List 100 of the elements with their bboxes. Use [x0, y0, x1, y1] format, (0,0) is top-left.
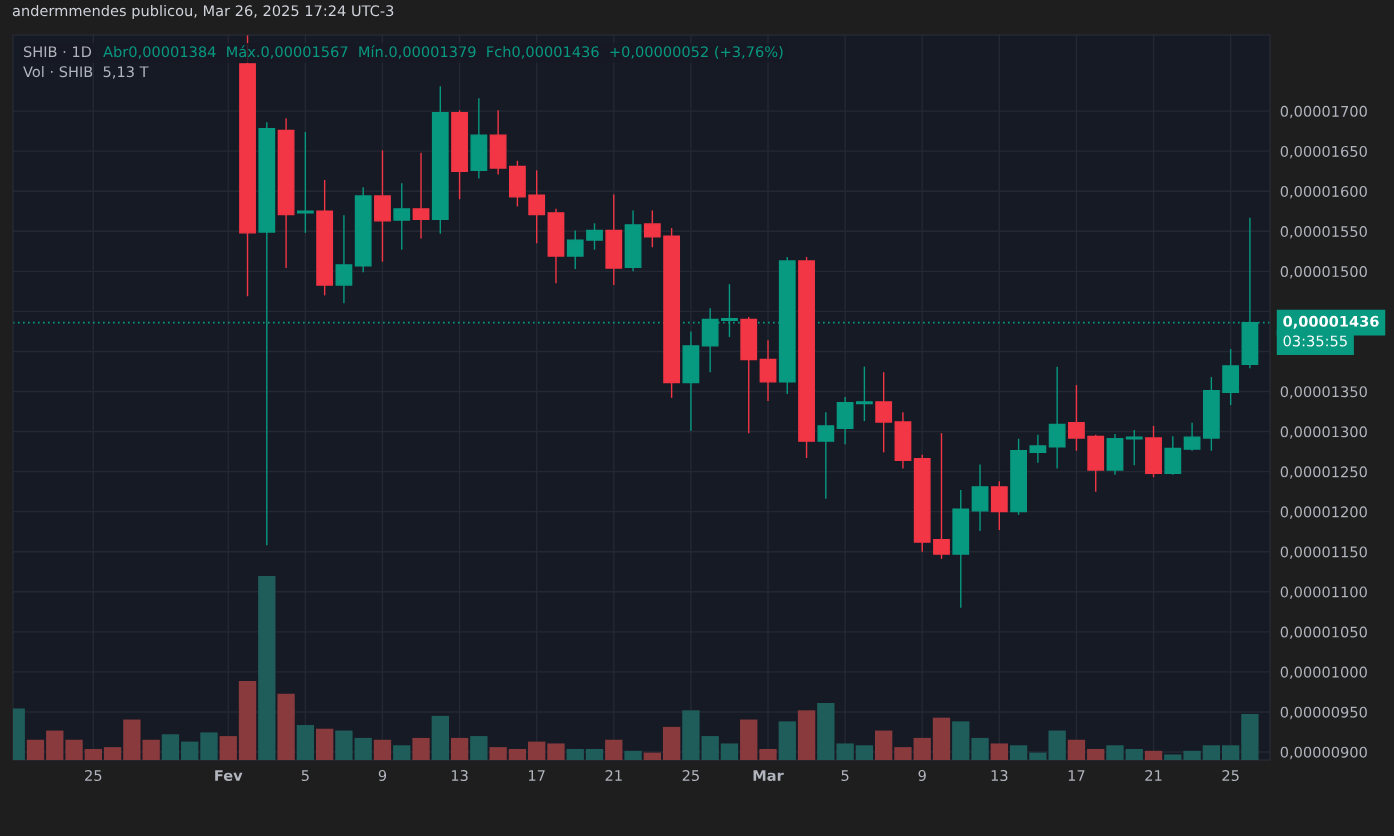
x-tick-label: 21	[605, 769, 622, 781]
x-tick-label: 17	[529, 770, 545, 781]
bar	[1125, 748, 1143, 760]
x-tick-label: 25	[1222, 769, 1239, 782]
bar	[46, 730, 64, 760]
bar	[1202, 745, 1221, 760]
bar	[740, 719, 758, 760]
bar	[412, 737, 430, 760]
y-tick-label: 0,00001650	[1280, 145, 1367, 159]
bar	[720, 743, 739, 760]
y-tick-label: 0,00000900	[1280, 746, 1367, 760]
bar	[952, 721, 970, 760]
x-tick-label: 21	[1145, 769, 1162, 781]
x-tick-label: 5	[301, 770, 309, 782]
bar	[1144, 750, 1163, 760]
bar	[547, 743, 565, 760]
bar	[662, 726, 681, 760]
bar	[990, 743, 1008, 760]
y-tick-label: 0,00001300	[1280, 426, 1367, 439]
candlestick	[643, 209, 661, 248]
candlestick	[1029, 434, 1047, 464]
bar	[450, 737, 469, 760]
bar	[258, 576, 276, 760]
bar	[1087, 748, 1105, 760]
bar	[508, 748, 527, 760]
bar	[1183, 750, 1201, 760]
y-tick-label: 0,00001150	[1280, 546, 1367, 559]
bar	[431, 715, 449, 760]
bar	[335, 730, 353, 760]
candlestick	[566, 229, 584, 270]
bar	[161, 734, 180, 760]
x-tick-label: 17	[1068, 770, 1085, 781]
candlestick	[393, 182, 411, 251]
y-tick-label: 0,00000950	[1280, 706, 1367, 720]
bar	[624, 750, 642, 760]
candlestick	[586, 222, 603, 251]
bar	[393, 745, 411, 760]
candlestick	[412, 152, 430, 240]
bar	[932, 717, 951, 760]
x-tick-label: 25	[85, 769, 102, 782]
bar	[1241, 714, 1259, 760]
candlestick	[875, 371, 893, 454]
x-tick-label: 13	[451, 769, 468, 782]
candlestick	[1068, 384, 1085, 452]
bar	[181, 741, 199, 760]
y-tick-label: 0,00001600	[1280, 185, 1367, 199]
x-tick-label: 9	[378, 769, 387, 782]
y-tick-label: 0,00001050	[1280, 626, 1367, 640]
bar	[778, 721, 796, 760]
bar	[913, 737, 931, 760]
candlestick	[335, 214, 353, 305]
x-tick-label: 13	[991, 769, 1008, 782]
text: 03:35:55	[1283, 335, 1347, 347]
y-tick-label: 0,00001000	[1280, 666, 1367, 680]
candlestick	[1048, 365, 1066, 470]
annotation: Vol · SHIB 5,13 T	[23, 65, 149, 79]
bar	[354, 737, 372, 760]
candlestick	[528, 169, 546, 244]
candlestick	[1125, 429, 1143, 466]
candlestick	[296, 131, 314, 234]
bar	[855, 745, 874, 760]
bar	[1164, 754, 1182, 760]
bar	[238, 680, 257, 760]
bar	[605, 739, 623, 760]
x-tick-label: Fev	[215, 770, 243, 782]
y-tick-label: 0,00001550	[1280, 225, 1367, 239]
bar	[1009, 745, 1028, 760]
bar	[528, 741, 546, 760]
x-tick-label: 5	[841, 770, 849, 782]
y-tick-label: 0,00001100	[1280, 586, 1367, 599]
y-tick-label: 0,00001500	[1280, 266, 1367, 279]
bar	[219, 736, 237, 760]
bar	[84, 748, 102, 760]
candlestick	[933, 432, 950, 560]
bar	[200, 732, 218, 760]
ref-line-label: 0,00001436	[1283, 315, 1379, 329]
annotation: Abr0,00001384 Máx.0,00001567 Mín.0,00001379 Fch0,00001436 +0,00000052 (+3,76%)	[103, 45, 783, 59]
x-tick-label: 25	[682, 769, 699, 782]
y-tick-label: 0,00001700	[1280, 105, 1367, 119]
bar	[1221, 745, 1240, 760]
bar	[759, 748, 777, 760]
bar	[489, 747, 507, 760]
y-tick-label: 0,00001350	[1280, 386, 1367, 399]
bar	[315, 728, 334, 760]
bar	[277, 693, 295, 760]
candlestick	[1183, 422, 1201, 452]
bar	[1106, 745, 1124, 760]
x-tick-label: Mar	[753, 770, 784, 782]
bar	[894, 747, 912, 760]
x-tick-label: 9	[918, 769, 926, 782]
text: andermmendes publicou, Mar 26, 2025 17:24 UTC-3	[12, 4, 394, 20]
bar	[1067, 739, 1086, 760]
bar	[797, 710, 816, 760]
bar	[65, 739, 83, 760]
candlestick	[817, 411, 835, 500]
y-tick-label: 0,00001200	[1280, 506, 1367, 519]
text: SHIB · 1D	[23, 46, 92, 58]
bar	[296, 725, 315, 760]
bar	[971, 737, 989, 760]
bar	[470, 736, 488, 760]
